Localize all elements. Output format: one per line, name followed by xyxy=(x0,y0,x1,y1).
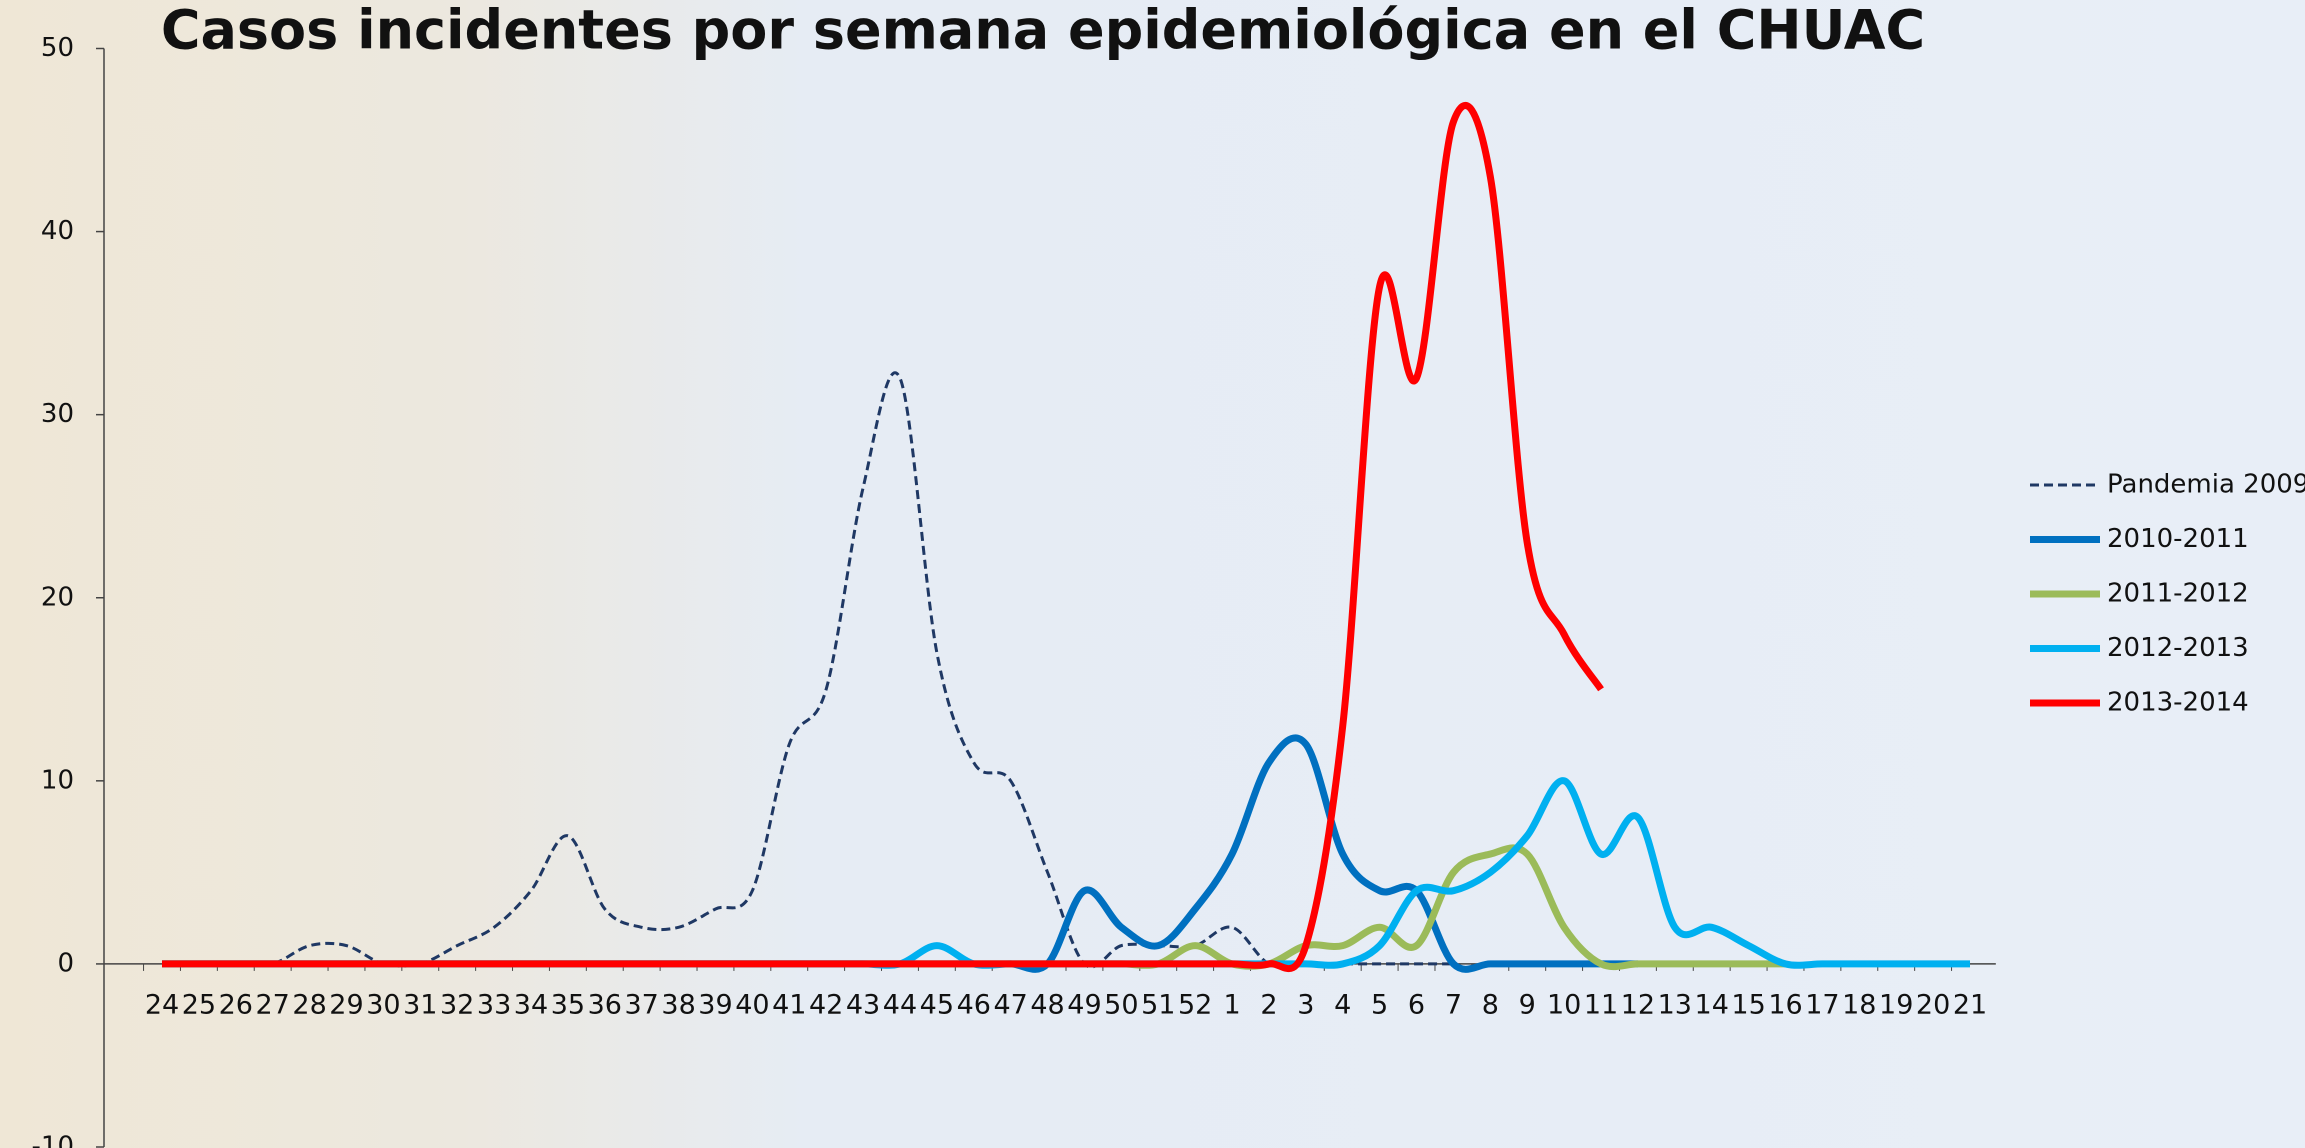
x-tick-label: 18 xyxy=(1842,989,1876,1020)
x-tick-label: 52 xyxy=(1178,989,1212,1020)
x-tick-label: 7 xyxy=(1445,989,1462,1020)
x-tick-label: 42 xyxy=(809,989,843,1020)
x-tick-label: 50 xyxy=(1104,989,1138,1020)
x-tick-label: 15 xyxy=(1731,989,1765,1020)
x-tick-label: 6 xyxy=(1408,989,1425,1020)
x-tick-label: 43 xyxy=(846,989,880,1020)
x-tick-label: 41 xyxy=(772,989,806,1020)
x-tick-label: 38 xyxy=(661,989,695,1020)
x-tick-label: 32 xyxy=(440,989,474,1020)
x-tick-label: 46 xyxy=(957,989,991,1020)
x-tick-label: 12 xyxy=(1621,989,1655,1020)
x-tick-label: 9 xyxy=(1519,989,1536,1020)
x-tick-label: 47 xyxy=(993,989,1027,1020)
x-tick-label: 17 xyxy=(1805,989,1839,1020)
background xyxy=(0,0,2305,1148)
x-tick-label: 16 xyxy=(1768,989,1802,1020)
legend-label: 2011-2012 xyxy=(2107,579,2249,609)
x-tick-label: 37 xyxy=(624,989,658,1020)
x-tick-label: 35 xyxy=(551,989,585,1020)
x-tick-label: 19 xyxy=(1879,989,1913,1020)
x-tick-label: 10 xyxy=(1547,989,1581,1020)
x-tick-label: 40 xyxy=(735,989,769,1020)
chart-title: Casos incidentes por semana epidemiológi… xyxy=(161,0,1925,62)
page: Casos incidentes por semana epidemiológi… xyxy=(0,0,2305,1148)
x-tick-label: 20 xyxy=(1916,989,1950,1020)
x-tick-label: 26 xyxy=(219,989,253,1020)
x-tick-label: 49 xyxy=(1067,989,1101,1020)
x-tick-label: 25 xyxy=(182,989,216,1020)
chart: Casos incidentes por semana epidemiológi… xyxy=(0,0,2305,1148)
y-tick-label: -10 xyxy=(32,1132,74,1148)
x-tick-label: 4 xyxy=(1334,989,1351,1020)
x-tick-label: 24 xyxy=(145,989,179,1020)
x-tick-label: 31 xyxy=(403,989,437,1020)
x-tick-label: 36 xyxy=(588,989,622,1020)
x-tick-label: 11 xyxy=(1584,989,1618,1020)
x-tick-label: 13 xyxy=(1658,989,1692,1020)
x-tick-label: 14 xyxy=(1695,989,1729,1020)
x-tick-label: 27 xyxy=(256,989,290,1020)
x-tick-label: 51 xyxy=(1141,989,1175,1020)
x-tick-label: 5 xyxy=(1371,989,1388,1020)
y-tick-label: 40 xyxy=(41,216,74,246)
y-tick-label: 30 xyxy=(41,399,74,429)
y-tick-label: 20 xyxy=(41,582,74,612)
x-tick-label: 33 xyxy=(477,989,511,1020)
x-tick-label: 28 xyxy=(292,989,326,1020)
x-tick-label: 29 xyxy=(329,989,363,1020)
x-tick-label: 2 xyxy=(1260,989,1277,1020)
x-tick-label: 3 xyxy=(1297,989,1314,1020)
x-tick-label: 34 xyxy=(514,989,548,1020)
legend-label: Pandemia 2009 xyxy=(2107,470,2305,500)
x-tick-label: 30 xyxy=(366,989,400,1020)
x-tick-label: 44 xyxy=(883,989,917,1020)
y-tick-label: 10 xyxy=(41,765,74,795)
x-tick-label: 8 xyxy=(1482,989,1499,1020)
y-tick-label: 0 xyxy=(57,948,74,978)
x-tick-label: 48 xyxy=(1030,989,1064,1020)
x-tick-label: 39 xyxy=(698,989,732,1020)
legend-label: 2013-2014 xyxy=(2107,688,2249,718)
legend-label: 2010-2011 xyxy=(2107,524,2249,554)
legend-label: 2012-2013 xyxy=(2107,633,2249,663)
x-tick-label: 45 xyxy=(920,989,954,1020)
x-tick-label: 1 xyxy=(1223,989,1240,1020)
x-tick-label: 21 xyxy=(1953,989,1987,1020)
y-tick-label: 50 xyxy=(41,33,74,63)
